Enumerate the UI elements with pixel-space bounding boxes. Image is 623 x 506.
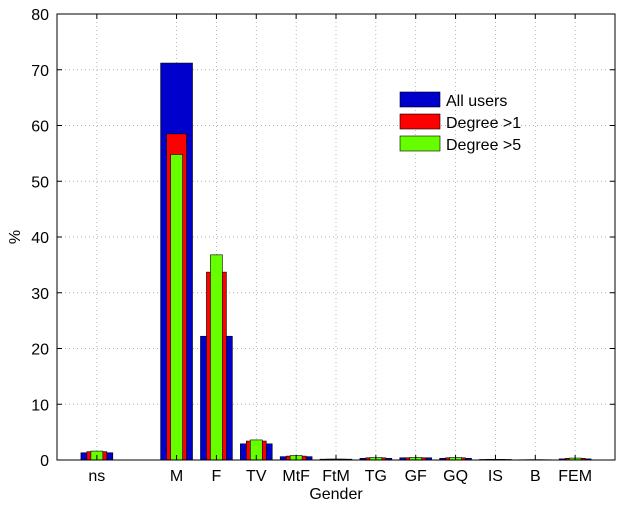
plot-background: [57, 14, 615, 460]
y-tick-label: 80: [31, 7, 49, 24]
x-tick-label: GF: [405, 468, 427, 485]
legend: All users Degree >1 Degree >5: [399, 91, 521, 154]
legend-swatch: [399, 91, 441, 108]
x-tick-label: FEM: [558, 468, 592, 485]
x-tick-label: M: [170, 468, 183, 485]
legend-swatch: [399, 113, 441, 130]
y-tick-label: 30: [31, 286, 49, 303]
y-axis-label: %: [7, 230, 24, 244]
legend-entry: All users: [446, 93, 507, 110]
x-tick-label: B: [530, 468, 541, 485]
y-tick-label: 20: [31, 342, 49, 359]
y-tick-label: 40: [31, 230, 49, 247]
y-tick-label: 60: [31, 119, 49, 136]
grid: [57, 14, 615, 460]
x-tick-label: F: [212, 468, 222, 485]
legend-entry: Degree >1: [446, 115, 521, 132]
x-tick-label: TV: [246, 468, 267, 485]
bars: [80, 62, 592, 461]
x-axis-label: Gender: [309, 486, 363, 503]
x-tick-label: FtM: [322, 468, 350, 485]
x-tick-label: TG: [365, 468, 387, 485]
bar-degree-5-m: [170, 154, 183, 461]
y-tick-label: 50: [31, 174, 49, 191]
ticks: 0 10 20 30 40 50 60 70 80 ns M F TV MtF FtM TG GF GQ IS B FE…: [31, 7, 615, 485]
legend-entry: Degree >5: [446, 137, 521, 154]
y-tick-label: 70: [31, 63, 49, 80]
bar-degree-5-f: [210, 254, 223, 461]
y-tick-label: 0: [40, 453, 49, 470]
x-tick-label: GQ: [443, 468, 468, 485]
legend-swatch: [399, 135, 441, 152]
x-tick-label: MtF: [282, 468, 310, 485]
x-tick-label: IS: [488, 468, 503, 485]
y-tick-label: 10: [31, 397, 49, 414]
x-tick-label: ns: [88, 468, 105, 485]
